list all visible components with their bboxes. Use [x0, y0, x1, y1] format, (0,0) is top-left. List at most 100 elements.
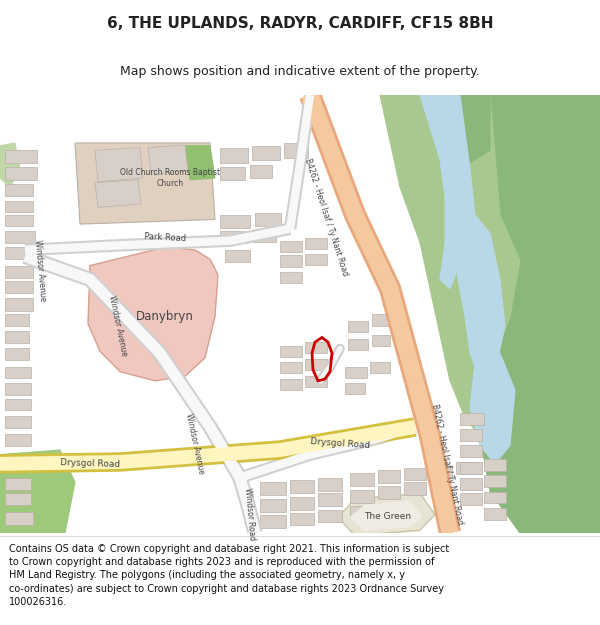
Polygon shape — [345, 382, 365, 394]
Polygon shape — [255, 213, 281, 226]
Polygon shape — [378, 470, 400, 483]
Polygon shape — [290, 512, 314, 525]
Text: Windsor Avenue: Windsor Avenue — [33, 239, 47, 301]
Polygon shape — [5, 151, 37, 163]
Polygon shape — [280, 272, 302, 283]
Polygon shape — [305, 342, 327, 353]
Polygon shape — [460, 462, 482, 474]
Polygon shape — [88, 247, 218, 381]
Polygon shape — [5, 247, 35, 259]
Polygon shape — [345, 367, 367, 378]
Polygon shape — [290, 497, 314, 510]
Polygon shape — [455, 215, 505, 381]
Text: Park Road: Park Road — [144, 232, 186, 244]
Polygon shape — [5, 201, 33, 212]
Polygon shape — [350, 506, 374, 518]
Polygon shape — [460, 493, 482, 506]
Polygon shape — [456, 462, 478, 474]
Polygon shape — [305, 238, 327, 249]
Polygon shape — [220, 167, 245, 180]
Polygon shape — [348, 321, 368, 332]
Polygon shape — [420, 95, 475, 289]
Polygon shape — [5, 434, 31, 446]
Polygon shape — [0, 143, 20, 188]
Polygon shape — [350, 473, 374, 486]
Polygon shape — [252, 229, 276, 242]
Polygon shape — [5, 266, 33, 279]
Text: Map shows position and indicative extent of the property.: Map shows position and indicative extent… — [120, 65, 480, 78]
Text: Drysgol Road: Drysgol Road — [60, 458, 120, 469]
Polygon shape — [430, 95, 490, 169]
Polygon shape — [5, 454, 31, 466]
Polygon shape — [404, 469, 426, 481]
Text: The Green: The Green — [364, 512, 412, 521]
Polygon shape — [5, 331, 29, 343]
Polygon shape — [348, 339, 368, 351]
Polygon shape — [260, 499, 286, 512]
Polygon shape — [470, 353, 515, 464]
Text: Contains OS data © Crown copyright and database right 2021. This information is : Contains OS data © Crown copyright and d… — [9, 544, 449, 607]
Polygon shape — [460, 478, 482, 489]
Polygon shape — [484, 491, 506, 504]
Polygon shape — [284, 143, 308, 158]
Polygon shape — [185, 146, 215, 180]
Text: Windsor Road: Windsor Road — [243, 488, 257, 541]
Polygon shape — [220, 231, 248, 244]
Polygon shape — [290, 481, 314, 493]
Polygon shape — [378, 503, 400, 514]
Polygon shape — [5, 298, 33, 311]
Text: Windsor Avenue: Windsor Avenue — [184, 412, 206, 475]
Polygon shape — [5, 215, 33, 226]
Polygon shape — [0, 450, 75, 533]
Polygon shape — [372, 314, 390, 326]
Polygon shape — [5, 512, 33, 525]
Polygon shape — [460, 413, 484, 425]
Polygon shape — [404, 482, 426, 495]
Polygon shape — [378, 486, 400, 499]
Polygon shape — [460, 446, 482, 458]
Polygon shape — [5, 231, 35, 244]
Polygon shape — [252, 146, 280, 161]
Polygon shape — [305, 254, 327, 264]
Text: Drysgol Road: Drysgol Road — [310, 437, 370, 450]
Polygon shape — [250, 165, 272, 178]
Polygon shape — [484, 459, 506, 471]
Polygon shape — [5, 314, 29, 326]
Polygon shape — [220, 149, 248, 163]
Polygon shape — [280, 362, 302, 374]
Polygon shape — [380, 95, 520, 436]
Polygon shape — [484, 508, 506, 520]
Polygon shape — [5, 367, 31, 378]
Polygon shape — [5, 281, 33, 293]
Polygon shape — [220, 215, 250, 227]
Polygon shape — [305, 359, 327, 370]
Polygon shape — [5, 167, 37, 180]
Text: Windsor Avenue: Windsor Avenue — [107, 294, 129, 357]
Polygon shape — [5, 478, 31, 489]
Polygon shape — [95, 148, 143, 182]
Polygon shape — [75, 143, 215, 224]
Polygon shape — [95, 180, 141, 208]
Polygon shape — [460, 429, 482, 441]
Text: Danybryn: Danybryn — [136, 310, 194, 322]
Polygon shape — [480, 95, 600, 533]
Polygon shape — [260, 482, 286, 495]
Text: Old Church Rooms Baptist
Church: Old Church Rooms Baptist Church — [120, 168, 220, 187]
Polygon shape — [370, 362, 390, 374]
Polygon shape — [350, 501, 422, 530]
Polygon shape — [5, 416, 31, 428]
Polygon shape — [225, 250, 250, 262]
Polygon shape — [372, 335, 390, 346]
Text: B4262 - Heol Isaf / Ty Nant Road: B4262 - Heol Isaf / Ty Nant Road — [430, 402, 464, 525]
Polygon shape — [148, 145, 188, 174]
Polygon shape — [5, 493, 31, 506]
Polygon shape — [350, 489, 374, 502]
Text: 6, THE UPLANDS, RADYR, CARDIFF, CF15 8BH: 6, THE UPLANDS, RADYR, CARDIFF, CF15 8BH — [107, 16, 493, 31]
Polygon shape — [280, 241, 302, 252]
Polygon shape — [318, 478, 342, 491]
Polygon shape — [280, 379, 302, 390]
Polygon shape — [260, 516, 286, 528]
Polygon shape — [318, 510, 342, 522]
Polygon shape — [5, 348, 29, 359]
Polygon shape — [430, 466, 452, 478]
